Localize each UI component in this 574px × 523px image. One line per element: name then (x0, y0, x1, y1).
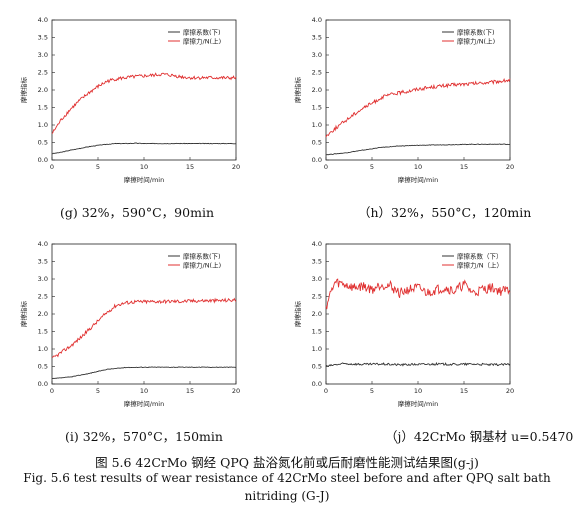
x-axis-label: 摩擦时间/min (398, 399, 438, 408)
legend-label: 摩擦系数(下) (183, 27, 221, 36)
figure-caption-en-1: Fig. 5.6 test results of wear resistance… (23, 471, 551, 485)
y-tick-label: 3.0 (38, 275, 48, 283)
x-tick-label: 20 (506, 387, 514, 395)
chart-j-svg: 0.0 0.5 1.0 1.5 2.0 2.5 3.0 3.5 4.0 0 5 10 15 20 摩擦时间/… (293, 240, 514, 408)
caption-i: (i) 32%，570°C，150min (65, 429, 223, 444)
y-axis-label: 摩擦指标 (293, 77, 302, 104)
y-tick-label: 1.5 (38, 104, 48, 112)
y-tick-label: 0.0 (38, 156, 48, 164)
chart-i: 0.0 0.5 1.0 1.5 2.0 2.5 3.0 3.5 4.0 0 5 10 15 20 摩擦时间/… (8, 230, 268, 420)
y-axis-label: 摩擦指标 (19, 301, 28, 328)
x-tick-label: 5 (96, 387, 100, 395)
x-tick-label: 15 (186, 387, 194, 395)
y-tick-label: 0.5 (312, 363, 322, 371)
y-tick-label: 1.0 (38, 121, 48, 129)
x-axis-label: 摩擦时间/min (398, 175, 438, 184)
x-tick-label: 0 (324, 387, 328, 395)
y-tick-label: 1.5 (312, 328, 322, 336)
y-tick-label: 3.0 (312, 275, 322, 283)
y-tick-label: 4.0 (38, 240, 48, 248)
x-tick-label: 20 (232, 387, 240, 395)
x-tick-label: 5 (370, 163, 374, 171)
chart-g: 0.0 0.5 1.0 1.5 2.0 2.5 3.0 3.5 4.0 0 5 10 15 20 摩擦时间/… (8, 6, 268, 196)
y-tick-label: 3.5 (38, 34, 48, 42)
y-tick-label: 2.0 (312, 310, 322, 318)
legend-label: 摩擦力/N(上) (457, 36, 495, 45)
series-line-1 (325, 278, 511, 310)
y-tick-label: 0.5 (38, 363, 48, 371)
series-line-1 (51, 72, 237, 134)
series-line-0 (325, 143, 511, 156)
y-tick-label: 4.0 (312, 16, 322, 24)
chart-g-svg: 0.0 0.5 1.0 1.5 2.0 2.5 3.0 3.5 4.0 0 5 10 15 20 摩擦时间/… (19, 16, 240, 184)
figure-caption-en-2: nitriding (G-J) (244, 489, 330, 503)
y-tick-label: 2.5 (312, 293, 322, 301)
x-tick-label: 20 (232, 163, 240, 171)
series-line-1 (325, 77, 511, 138)
y-tick-label: 1.0 (312, 345, 322, 353)
x-tick-label: 0 (324, 163, 328, 171)
x-axis-label: 摩擦时间/min (124, 175, 164, 184)
y-tick-label: 3.0 (312, 51, 322, 59)
caption-g: (g) 32%，590°C，90min (60, 205, 214, 220)
y-tick-label: 2.5 (38, 69, 48, 77)
y-tick-label: 0.5 (38, 139, 48, 147)
y-tick-label: 0.0 (38, 380, 48, 388)
y-tick-label: 4.0 (312, 240, 322, 248)
caption-h: （h）32%，550°C，120min (358, 205, 532, 220)
x-tick-label: 20 (506, 163, 514, 171)
legend-label: 摩擦力/N（上） (457, 260, 503, 269)
y-tick-label: 1.5 (38, 328, 48, 336)
x-tick-label: 15 (460, 387, 468, 395)
x-axis-label: 摩擦时间/min (124, 399, 164, 408)
y-tick-label: 1.0 (38, 345, 48, 353)
y-tick-label: 3.0 (38, 51, 48, 59)
chart-h-svg: 0.0 0.5 1.0 1.5 2.0 2.5 3.0 3.5 4.0 0 5 10 15 20 摩擦时间/… (293, 16, 514, 184)
y-tick-label: 0.0 (312, 156, 322, 164)
x-tick-label: 0 (50, 163, 54, 171)
x-tick-label: 10 (414, 387, 422, 395)
chart-i-svg: 0.0 0.5 1.0 1.5 2.0 2.5 3.0 3.5 4.0 0 5 10 15 20 摩擦时间/… (19, 240, 240, 408)
series-line-0 (51, 142, 237, 155)
y-tick-label: 2.5 (38, 293, 48, 301)
x-tick-label: 15 (186, 163, 194, 171)
legend-label: 摩擦力/N(上) (183, 260, 221, 269)
caption-j: （j）42CrMo 钢基材 u=0.5470 (385, 429, 574, 444)
y-tick-label: 2.0 (312, 86, 322, 94)
y-tick-label: 2.0 (38, 86, 48, 94)
chart-h: 0.0 0.5 1.0 1.5 2.0 2.5 3.0 3.5 4.0 0 5 10 15 20 摩擦时间/… (282, 6, 542, 196)
y-tick-label: 1.0 (312, 121, 322, 129)
legend-label: 摩擦系数（下） (457, 251, 503, 260)
y-tick-label: 1.5 (312, 104, 322, 112)
series-line-0 (52, 366, 237, 380)
series-line-1 (51, 297, 237, 358)
x-tick-label: 5 (370, 387, 374, 395)
x-tick-label: 5 (96, 163, 100, 171)
x-tick-label: 15 (460, 163, 468, 171)
y-tick-label: 0.0 (312, 380, 322, 388)
y-axis-label: 摩擦指标 (293, 301, 302, 328)
y-tick-label: 3.5 (312, 34, 322, 42)
y-tick-label: 3.5 (312, 258, 322, 266)
legend-label: 摩擦系数(下) (183, 251, 221, 260)
series-line-0 (325, 361, 511, 368)
y-tick-label: 4.0 (38, 16, 48, 24)
x-tick-label: 10 (140, 387, 148, 395)
legend-label: 摩擦系数(下) (457, 27, 495, 36)
x-tick-label: 10 (140, 163, 148, 171)
chart-j: 0.0 0.5 1.0 1.5 2.0 2.5 3.0 3.5 4.0 0 5 10 15 20 摩擦时间/… (282, 230, 542, 420)
y-axis-label: 摩擦指标 (19, 77, 28, 104)
y-tick-label: 0.5 (312, 139, 322, 147)
y-tick-label: 2.0 (38, 310, 48, 318)
y-tick-label: 2.5 (312, 69, 322, 77)
x-tick-label: 0 (50, 387, 54, 395)
x-tick-label: 10 (414, 163, 422, 171)
y-tick-label: 3.5 (38, 258, 48, 266)
figure-caption-cn: 图 5.6 42CrMo 钢经 QPQ 盐浴氮化前或后耐磨性能测试结果图(g-j… (95, 455, 479, 470)
legend-label: 摩擦力/N(上) (183, 36, 221, 45)
